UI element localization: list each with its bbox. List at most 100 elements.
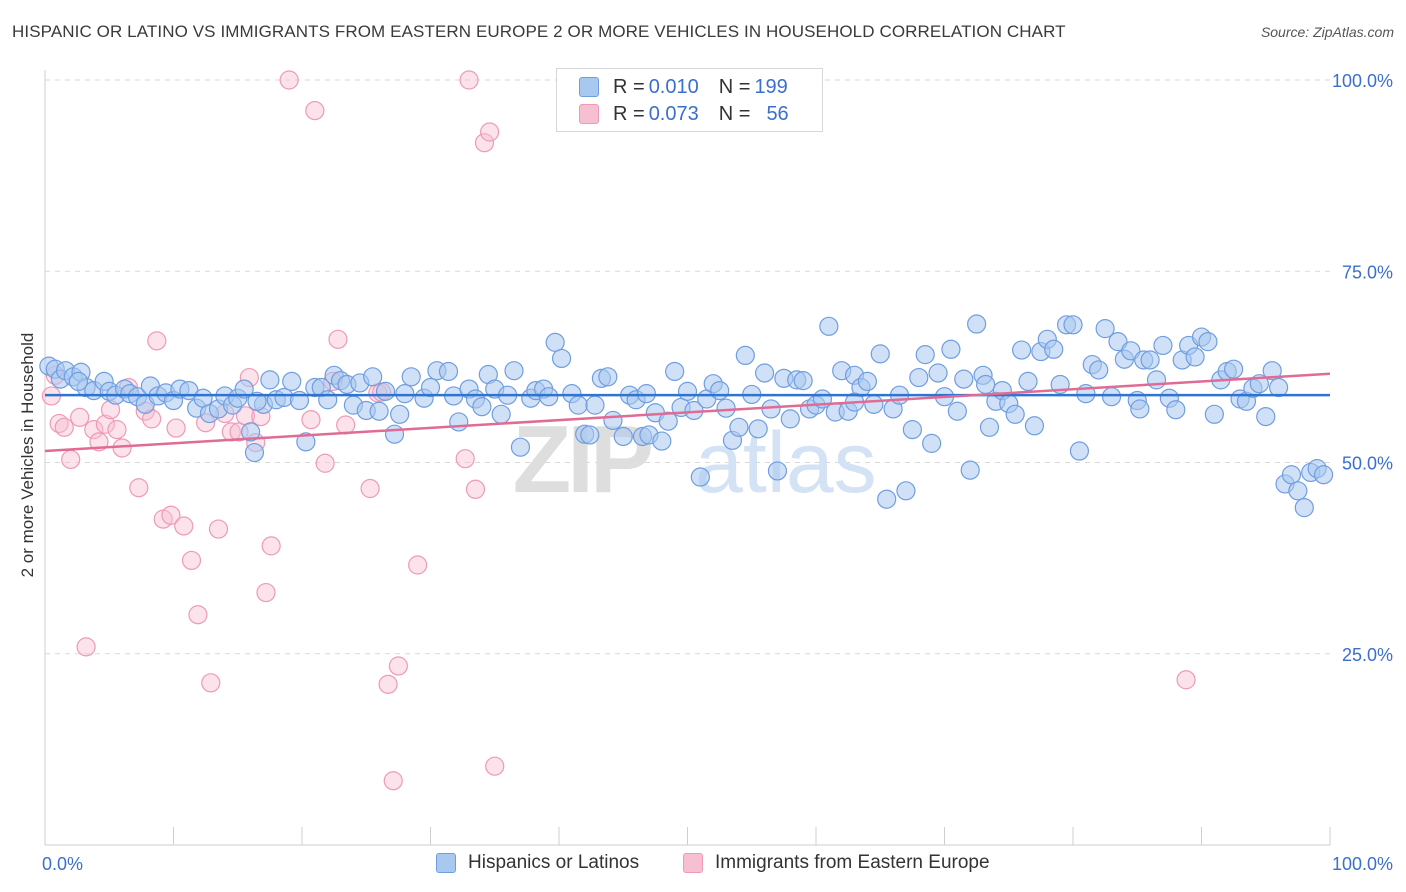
watermark-atlas: atlas: [695, 415, 877, 511]
tick-labels: 25.0% 50.0% 75.0% 100.0% 0.0% 100.0%: [42, 71, 1393, 874]
blue-point: [1185, 347, 1205, 367]
bottom-legend-label-pink: Immigrants from Eastern Europe: [715, 852, 990, 873]
blue-point: [793, 371, 813, 391]
pink-point: [261, 536, 281, 556]
legend: R = 0.010 N = 199 R = 0.073 N = 56: [556, 68, 823, 132]
blue-point: [260, 370, 280, 390]
pink-point: [54, 417, 74, 437]
bottom-legend-pink: Immigrants from Eastern Europe: [683, 852, 990, 874]
pink-point: [174, 516, 194, 536]
legend-r-label: R =: [613, 75, 645, 98]
blue-point: [864, 394, 884, 414]
blue-point: [976, 374, 996, 395]
blue-point: [282, 371, 302, 392]
pink-point: [208, 519, 229, 539]
source-label: Source: ZipAtlas.com: [1260, 24, 1394, 40]
blue-point: [395, 384, 415, 404]
blue-point: [613, 426, 633, 447]
blue-point: [1313, 465, 1334, 485]
legend-r-value-pink: 0.073: [648, 102, 699, 125]
blue-point: [1130, 399, 1150, 419]
y-tick-label: 50.0%: [1342, 454, 1393, 474]
blue-point: [1005, 404, 1025, 424]
pink-point: [181, 550, 202, 571]
y-tick-label: 75.0%: [1342, 262, 1393, 282]
legend-r-value-blue: 0.010: [648, 75, 699, 98]
y-tick-label: 25.0%: [1342, 645, 1393, 665]
blue-point: [1024, 416, 1045, 436]
blue-point: [909, 367, 929, 388]
blue-point: [545, 332, 565, 352]
blue-point: [369, 401, 389, 421]
blue-point: [1140, 350, 1160, 370]
blue-point: [690, 467, 710, 487]
blue-point: [504, 361, 524, 381]
blue-point: [585, 395, 605, 415]
pink-point: [84, 420, 104, 440]
blue-point: [677, 381, 698, 401]
blue-point: [960, 460, 980, 480]
blue-point: [780, 409, 800, 429]
blue-point: [390, 404, 410, 424]
legend-n-value-pink: 56: [766, 102, 789, 125]
x-tick-label-start: 0.0%: [42, 854, 83, 874]
blue-point: [1018, 371, 1038, 392]
blue-point: [748, 419, 768, 439]
blue-point: [754, 363, 775, 383]
pink-point: [465, 479, 486, 499]
legend-n-value-blue: 199: [754, 75, 788, 98]
pink-point: [485, 756, 505, 776]
blue-point: [598, 367, 618, 387]
pink-point: [328, 329, 348, 349]
blue-point: [922, 433, 942, 453]
blue-point: [449, 412, 469, 432]
blue-point: [420, 377, 441, 398]
blue-point: [296, 432, 316, 452]
blue-point: [244, 442, 265, 463]
pink-point: [1176, 670, 1196, 690]
blue-point: [384, 424, 405, 444]
blue-point: [1262, 361, 1282, 381]
pink-point: [147, 331, 167, 351]
blue-point: [870, 344, 890, 364]
legend-swatch-pink: [579, 104, 599, 124]
pink-point: [201, 673, 221, 693]
pink-point: [378, 674, 398, 694]
legend-r-label: R =: [613, 102, 645, 125]
blue-point: [1153, 335, 1173, 356]
pink-point: [383, 771, 403, 791]
bottom-legend-swatch-blue: [436, 853, 456, 873]
pink-point: [70, 407, 90, 427]
blue-point: [1256, 407, 1276, 427]
pink-point: [459, 70, 479, 90]
blue-point: [603, 410, 623, 431]
pink-point: [305, 100, 325, 121]
blue-point: [1089, 360, 1109, 380]
blue-point: [539, 387, 559, 407]
axes: [44, 70, 1331, 846]
blue-point: [1063, 315, 1083, 335]
blue-point: [551, 348, 572, 369]
blue-point: [234, 379, 254, 399]
pink-point: [315, 453, 335, 473]
y-axis-label: 2 or more Vehicles in Household: [18, 332, 37, 578]
watermark: ZIP: [513, 406, 651, 513]
blue-point: [1044, 339, 1064, 359]
blue-point: [401, 367, 421, 387]
pink-point: [480, 122, 500, 142]
blue-point: [274, 387, 294, 408]
trend-lines: [44, 372, 1331, 453]
blue-point: [1146, 370, 1167, 390]
blue-point: [472, 397, 492, 417]
legend-n-label: N =: [718, 75, 751, 98]
blue-point: [954, 369, 974, 389]
blue-point: [375, 381, 396, 401]
blue-point: [896, 481, 916, 501]
blue-point: [1268, 377, 1289, 398]
blue-point: [1011, 340, 1032, 360]
pink-point: [161, 505, 181, 525]
blue-point: [947, 401, 967, 421]
blue-point: [902, 420, 922, 440]
pink-point: [279, 70, 299, 90]
blue-point: [716, 398, 736, 418]
